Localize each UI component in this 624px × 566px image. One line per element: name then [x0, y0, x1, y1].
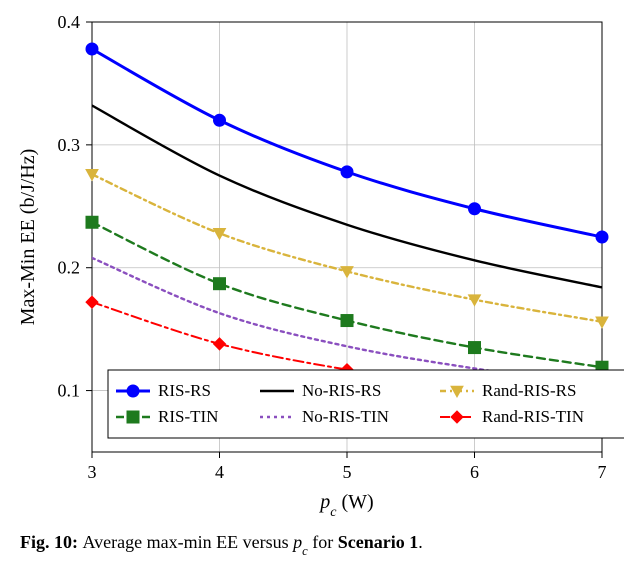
legend-label: No-RIS-RS	[302, 381, 381, 400]
marker	[214, 114, 226, 126]
legend: RIS-RS No-RIS-RS Rand-RIS-RS RIS-TIN No-RIS-…	[108, 370, 624, 438]
chart-container: 345670.10.20.30.4pc (W)Max-Min EE (b/J/H…	[0, 0, 624, 566]
chart-svg: 345670.10.20.30.4pc (W)Max-Min EE (b/J/H…	[0, 0, 624, 566]
y-tick-label: 0.4	[58, 12, 81, 32]
marker	[469, 342, 481, 354]
marker	[86, 43, 98, 55]
marker	[596, 231, 608, 243]
x-tick-label: 3	[88, 462, 97, 482]
y-axis-label: Max-Min EE (b/J/Hz)	[17, 149, 39, 326]
marker	[127, 411, 139, 423]
y-tick-label: 0.1	[58, 381, 81, 401]
marker	[127, 385, 139, 397]
legend-label: Rand-RIS-RS	[482, 381, 576, 400]
marker	[469, 203, 481, 215]
legend-label: Rand-RIS-TIN	[482, 407, 584, 426]
marker	[214, 278, 226, 290]
y-tick-label: 0.3	[58, 135, 81, 155]
x-tick-label: 5	[343, 462, 352, 482]
x-tick-label: 6	[470, 462, 479, 482]
marker	[341, 166, 353, 178]
legend-label: RIS-RS	[158, 381, 211, 400]
y-tick-label: 0.2	[58, 258, 81, 278]
marker	[86, 216, 98, 228]
x-tick-label: 7	[598, 462, 607, 482]
marker	[341, 315, 353, 327]
x-tick-label: 4	[215, 462, 224, 482]
legend-label: No-RIS-TIN	[302, 407, 389, 426]
legend-label: RIS-TIN	[158, 407, 218, 426]
